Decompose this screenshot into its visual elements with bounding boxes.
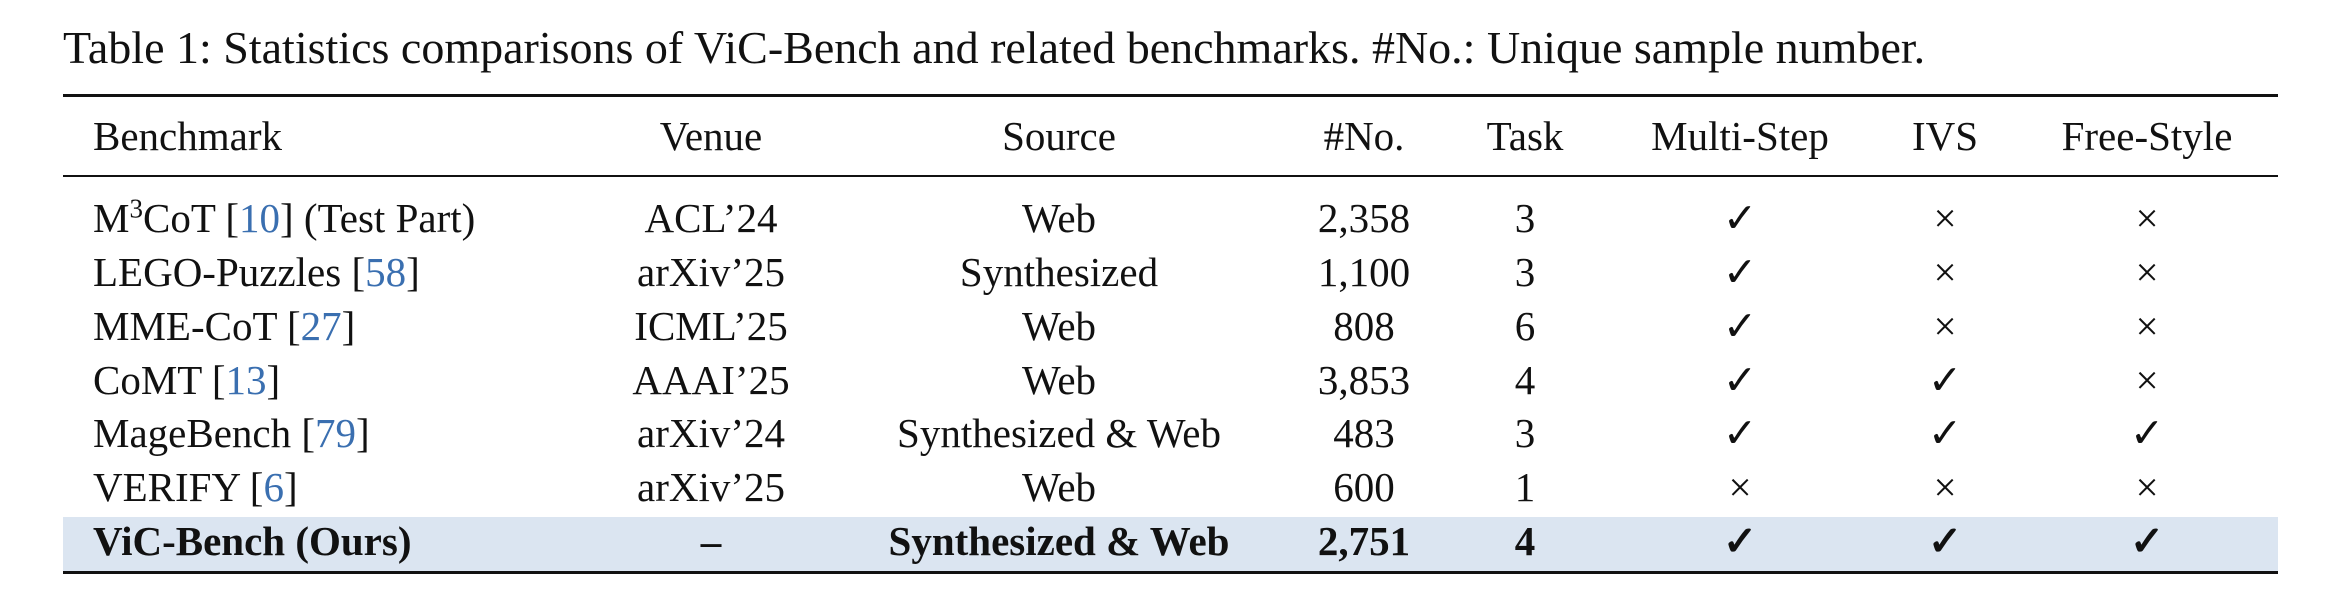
- column-header: #No.: [1323, 113, 1405, 159]
- table-cell: 4: [1514, 357, 1536, 403]
- text-segment: M: [93, 195, 130, 241]
- table-cell: Web: [1021, 464, 1097, 510]
- text-segment: ]: [341, 303, 356, 349]
- text-segment: ViC-Bench (Ours): [93, 518, 412, 564]
- table-cell: ✓: [1927, 410, 1963, 456]
- benchmark-name: ViC-Bench (Ours): [93, 514, 412, 568]
- table-cell: ×: [1933, 249, 1957, 295]
- table-cell: ×: [1933, 303, 1957, 349]
- text-segment: 3: [129, 193, 143, 224]
- highlight-row: [63, 517, 2278, 571]
- table-cell: arXiv’24: [636, 410, 786, 456]
- benchmark-name: MME-CoT [27]: [93, 299, 355, 353]
- text-segment: ]: [356, 410, 370, 456]
- table-cell: ✓: [1927, 518, 1963, 564]
- table-cell: ✓: [1722, 195, 1758, 241]
- table-cell: ×: [1933, 195, 1957, 241]
- table-cell: 3: [1514, 410, 1536, 456]
- benchmark-name: VERIFY [6]: [93, 460, 298, 514]
- table-cell: 2,358: [1317, 195, 1411, 241]
- citation: 6: [263, 464, 284, 510]
- text-segment: VERIFY [: [93, 464, 264, 510]
- table-cell: 3,853: [1317, 357, 1411, 403]
- table-cell: ✓: [1927, 357, 1963, 403]
- table-cell: 3: [1514, 249, 1536, 295]
- mid-rule: [63, 175, 2278, 177]
- column-header: Multi-Step: [1651, 113, 1829, 159]
- table-cell: Synthesized & Web: [888, 518, 1230, 564]
- table-cell: ICML’25: [634, 303, 788, 349]
- column-header: Benchmark: [93, 113, 282, 159]
- table-cell: ✓: [1722, 357, 1758, 403]
- table-cell: Web: [1021, 357, 1097, 403]
- table-cell: ×: [1933, 464, 1957, 510]
- text-segment: ] (Test Part): [280, 195, 476, 241]
- text-segment: MME-CoT [: [93, 303, 301, 349]
- table-cell: ✓: [1722, 410, 1758, 456]
- table-cell: 4: [1514, 518, 1536, 564]
- text-segment: LEGO-Puzzles [: [93, 249, 366, 295]
- table-cell: 600: [1333, 464, 1395, 510]
- citation: 79: [315, 410, 356, 456]
- table-cell: 2,751: [1317, 518, 1411, 564]
- table-cell: 483: [1333, 410, 1395, 456]
- table-cell: Synthesized & Web: [897, 410, 1221, 456]
- table-cell: ×: [2135, 195, 2159, 241]
- citation: 27: [300, 303, 342, 349]
- table-cell: ✓: [1722, 249, 1758, 295]
- table-cell: ✓: [1722, 303, 1758, 349]
- table-cell: Synthesized: [959, 249, 1159, 295]
- table-cell: 3: [1514, 195, 1536, 241]
- bottom-rule: [63, 571, 2278, 574]
- table-cell: 1,100: [1317, 249, 1411, 295]
- column-header: Source: [1002, 113, 1116, 159]
- text-segment: ]: [266, 357, 281, 403]
- table-cell: AAAI’25: [632, 357, 790, 403]
- table-caption: Table 1: Statistics comparisons of ViC-B…: [63, 22, 1926, 73]
- table-cell: Web: [1021, 195, 1097, 241]
- column-header: Venue: [659, 113, 763, 159]
- top-rule: [63, 94, 2278, 97]
- table-cell: ×: [2135, 357, 2159, 403]
- column-header: Task: [1486, 113, 1564, 159]
- table-cell: ✓: [2129, 518, 2165, 564]
- table-cell: –: [700, 518, 722, 564]
- table-cell: ✓: [2129, 410, 2165, 456]
- text-segment: CoMT [: [93, 357, 226, 403]
- table-cell: arXiv’25: [636, 464, 786, 510]
- text-segment: ]: [283, 464, 298, 510]
- citation: 58: [365, 249, 407, 295]
- table-cell: ACL’24: [644, 195, 778, 241]
- table-cell: Web: [1021, 303, 1097, 349]
- table-cell: ×: [2135, 303, 2159, 349]
- benchmark-name: M3CoT [10] (Test Part): [93, 191, 475, 245]
- table-cell: 1: [1514, 464, 1536, 510]
- table-cell: 6: [1514, 303, 1536, 349]
- table-cell: arXiv’25: [636, 249, 786, 295]
- column-header: IVS: [1911, 113, 1979, 159]
- benchmark-name: LEGO-Puzzles [58]: [93, 245, 420, 299]
- table-cell: ×: [2135, 464, 2159, 510]
- benchmark-name: CoMT [13]: [93, 353, 280, 407]
- table-cell: 808: [1333, 303, 1395, 349]
- text-segment: ]: [406, 249, 420, 295]
- text-segment: MageBench [: [93, 410, 315, 456]
- table-cell: ✓: [1722, 518, 1758, 564]
- text-segment: CoT [: [142, 195, 240, 241]
- benchmark-name: MageBench [79]: [93, 406, 370, 460]
- citation: 13: [225, 357, 267, 403]
- citation: 10: [239, 195, 281, 241]
- table-cell: ×: [2135, 249, 2159, 295]
- table-cell: ×: [1728, 464, 1752, 510]
- column-header: Free-Style: [2061, 113, 2233, 159]
